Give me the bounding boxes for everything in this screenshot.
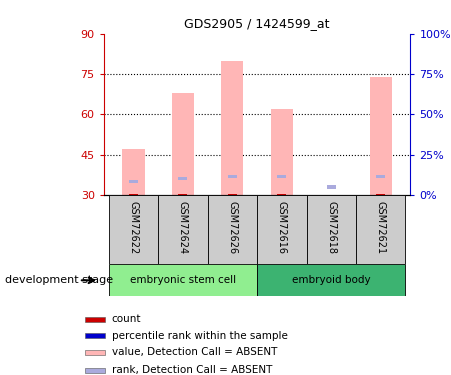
Bar	[271, 109, 293, 195]
Text: GSM72622: GSM72622	[129, 201, 138, 254]
Bar	[370, 77, 392, 195]
Text: GSM72624: GSM72624	[178, 201, 188, 254]
Text: percentile rank within the sample: percentile rank within the sample	[112, 331, 288, 340]
Text: GSM72621: GSM72621	[376, 201, 386, 254]
Text: GSM72626: GSM72626	[227, 201, 237, 254]
Bar	[277, 194, 286, 195]
Bar	[85, 333, 105, 338]
Bar	[277, 175, 286, 178]
Text: GSM72616: GSM72616	[277, 201, 287, 254]
Text: rank, Detection Call = ABSENT: rank, Detection Call = ABSENT	[112, 365, 272, 375]
Bar	[129, 180, 138, 183]
Bar	[356, 195, 405, 264]
Bar	[109, 195, 158, 264]
Text: value, Detection Call = ABSENT: value, Detection Call = ABSENT	[112, 347, 277, 357]
Bar	[85, 368, 105, 373]
Bar	[376, 194, 385, 195]
Bar	[257, 195, 307, 264]
Bar	[179, 177, 187, 180]
Bar	[179, 194, 187, 195]
Bar	[307, 195, 356, 264]
Text: GSM72618: GSM72618	[326, 201, 336, 254]
Bar	[207, 195, 257, 264]
Bar	[129, 194, 138, 195]
Text: count: count	[112, 314, 141, 324]
Bar	[158, 195, 207, 264]
Bar	[85, 350, 105, 355]
Text: embryonic stem cell: embryonic stem cell	[130, 275, 236, 285]
Bar	[85, 316, 105, 322]
Bar	[327, 185, 336, 189]
Bar	[122, 149, 144, 195]
Bar	[109, 264, 257, 296]
Bar	[228, 194, 237, 195]
Bar	[221, 61, 244, 195]
Bar	[228, 175, 237, 178]
Text: development stage: development stage	[5, 275, 113, 285]
Bar	[376, 175, 385, 178]
Bar	[257, 264, 405, 296]
Text: embryoid body: embryoid body	[292, 275, 371, 285]
Bar	[172, 93, 194, 195]
Title: GDS2905 / 1424599_at: GDS2905 / 1424599_at	[184, 17, 330, 30]
